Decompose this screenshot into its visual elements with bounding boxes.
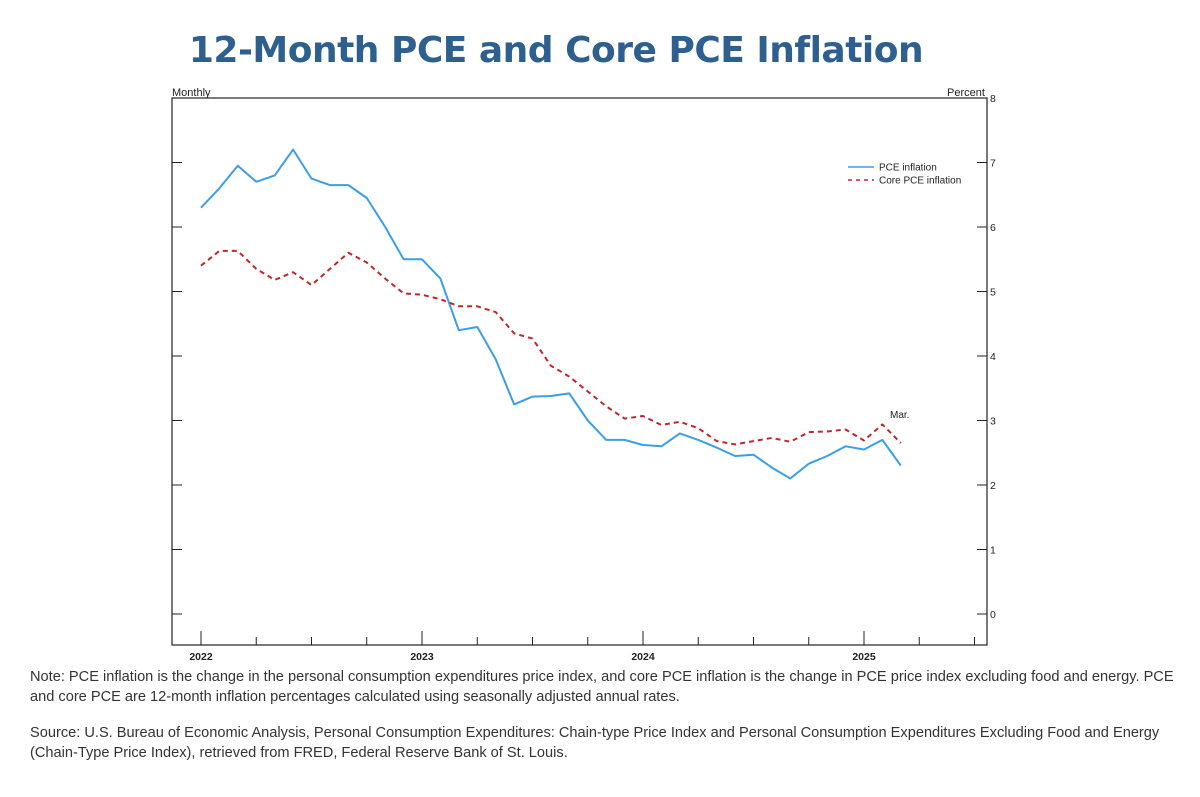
y-axis-left [172,97,182,615]
plot-border [171,97,988,646]
plot-frame [171,97,988,646]
legend-label-pce: PCE inflation [879,163,937,174]
line-chart: 0 1 2 3 4 5 6 7 8 2022 2023 2024 2025 Monthly Perce… [171,87,996,663]
x-tick-label-2022: 2022 [189,651,213,663]
chart-note: Note: PCE inflation is the change in the… [30,669,1174,705]
x-axis: 2022 2023 2024 2025 [189,631,975,663]
right-axis-label: Percent [947,87,985,99]
x-tick-label-2025: 2025 [852,651,876,663]
y-tick-label-6: 6 [990,222,996,234]
series-line-core-pce [200,249,902,446]
latest-month-annotation: Mar. [890,410,909,421]
chart-source: Source: U.S. Bureau of Economic Analysis… [30,725,1160,761]
x-tick-label-2024: 2024 [631,651,655,663]
y-tick-label-0: 0 [990,609,996,621]
left-axis-label: Monthly [172,87,211,99]
series-layer [200,148,902,480]
series-line-pce [200,148,902,480]
y-axis-right: 0 1 2 3 4 5 6 7 8 [977,93,996,621]
y-tick-label-4: 4 [990,351,996,363]
legend-label-core-pce: Core PCE inflation [879,176,961,187]
y-tick-label-7: 7 [990,158,996,170]
y-tick-label-3: 3 [990,416,996,428]
x-tick-label-2023: 2023 [410,651,434,663]
y-tick-label-5: 5 [990,287,996,299]
y-tick-label-2: 2 [990,480,996,492]
chart-title: 12-Month PCE and Core PCE Inflation [188,30,924,71]
legend: PCE inflation Core PCE inflation [848,163,961,187]
y-tick-label-8: 8 [990,93,996,105]
y-tick-label-1: 1 [990,545,996,557]
